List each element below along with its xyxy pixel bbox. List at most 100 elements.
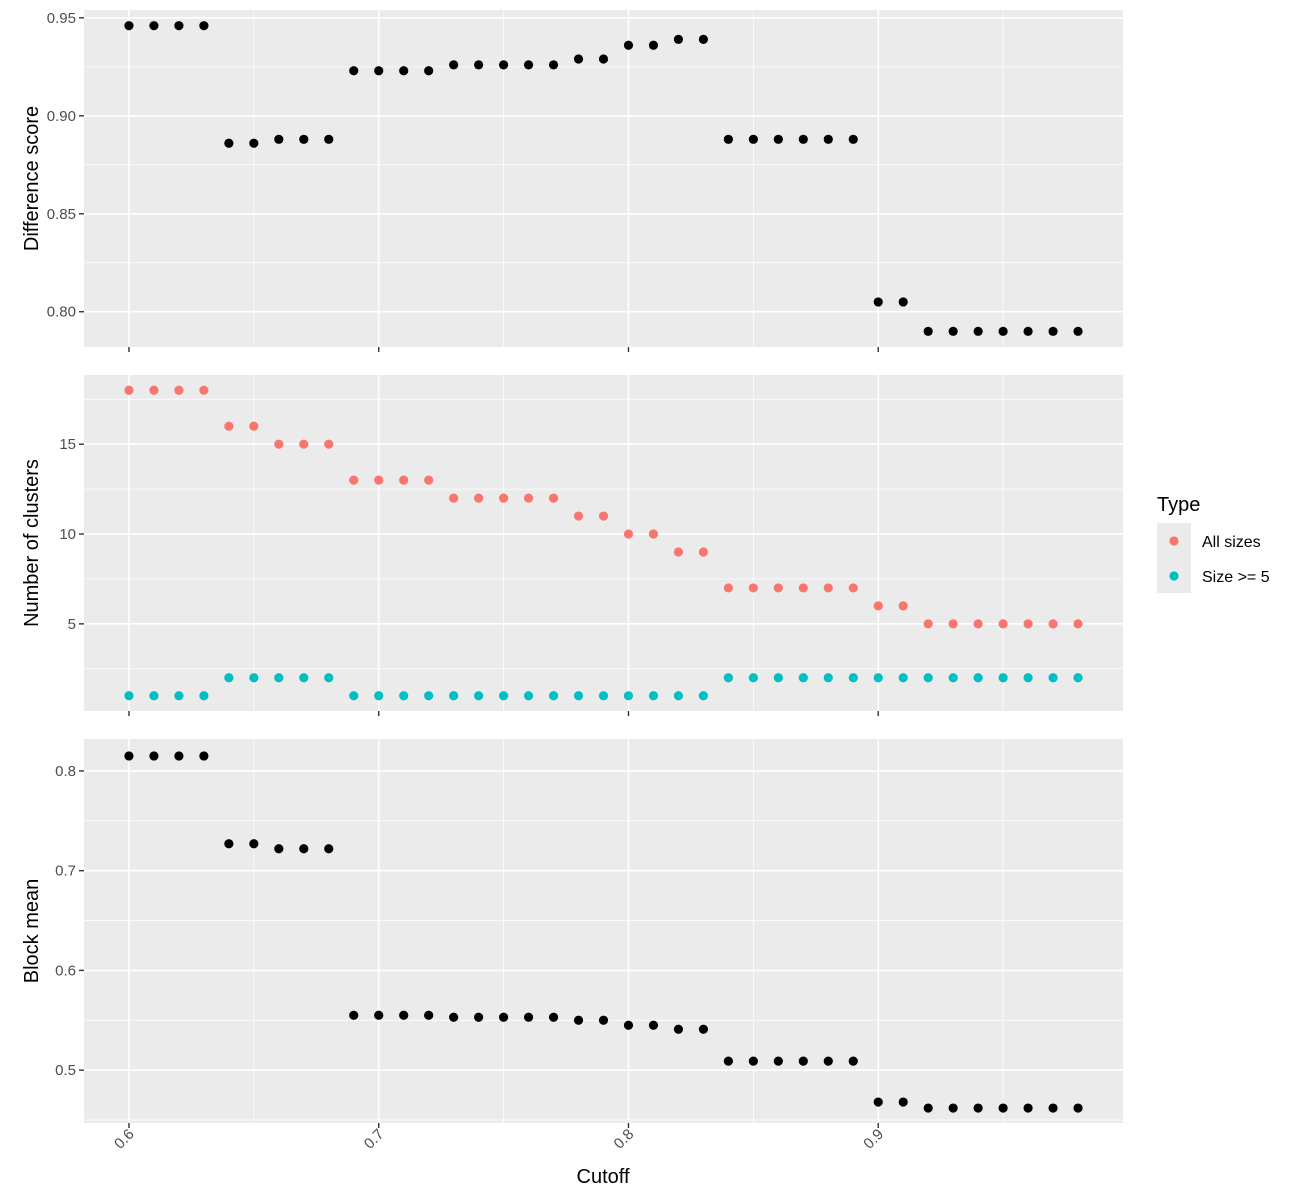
data-point [573,691,584,701]
series-size-5 [124,673,1083,701]
data-point [274,134,284,144]
data-point [848,134,858,144]
data-point [523,691,534,701]
data-point [823,673,833,683]
data-point [149,751,159,761]
x-tick-label: 0.9 [860,1126,887,1153]
data-point [1023,619,1033,629]
data-point [299,844,309,854]
data-point [898,601,908,611]
data-point [648,529,659,539]
data-point [1048,1103,1058,1113]
data-point [973,1103,983,1113]
data-point [948,326,958,336]
data-point [1048,673,1058,683]
data-point [199,691,209,701]
y-tick-label: 0.85 [47,206,76,223]
legend-title: Type [1157,494,1200,516]
data-point [374,1010,384,1020]
data-point [424,1010,434,1020]
data-point [848,583,858,593]
data-point [548,1012,559,1022]
series-0 [124,21,1083,336]
data-point [723,583,733,593]
data-point [149,691,159,701]
data-point [349,66,359,76]
data-point [923,326,933,336]
panel-top: 0.80 0.85 0.90 0.95 Difference score [21,10,1123,352]
data-point [149,385,159,395]
data-point [973,619,983,629]
data-point [399,66,409,76]
data-point [449,1012,459,1022]
x-axis-title: Cutoff [577,1166,630,1188]
data-point [898,673,908,683]
data-point [848,673,858,683]
data-point [498,60,509,70]
data-point [898,297,908,307]
y-tick-label: 10 [59,526,76,543]
data-point [1048,326,1058,336]
data-point [548,60,559,70]
data-point [973,326,983,336]
data-point [374,475,384,485]
data-point [474,60,484,70]
data-point [249,673,259,683]
data-point [174,385,184,395]
data-point [898,1097,908,1107]
data-point [474,493,484,503]
data-point [748,583,758,593]
series-all-sizes [124,385,1083,629]
data-point [249,421,259,431]
legend-item-label: Size >= 5 [1202,569,1270,586]
data-point [673,1024,684,1034]
data-point [873,601,883,611]
data-point [124,751,134,761]
data-point [998,673,1008,683]
panel-bottom: 0.5 0.6 0.7 0.8 Block mean 0.6 0.7 0.8 0.9 [21,739,1123,1153]
data-point [698,34,709,44]
data-point [998,1103,1008,1113]
data-point [498,493,509,503]
data-point [249,138,259,148]
data-point [324,673,334,683]
y-tick-label: 0.90 [47,108,76,125]
data-point [923,673,933,683]
data-point [623,529,634,539]
data-point [673,691,684,701]
y-tick-label: 0.95 [47,10,76,27]
data-point [224,839,234,849]
data-point [723,673,733,683]
data-point [1023,326,1033,336]
data-point [399,1010,409,1020]
data-point [174,751,184,761]
data-point [948,619,958,629]
data-point [424,475,434,485]
data-point [873,1097,883,1107]
data-point [823,583,833,593]
data-point [124,691,134,701]
legend-key-marker [1169,536,1179,546]
data-point [324,844,334,854]
data-point [548,493,559,503]
data-point [748,673,758,683]
data-point [648,1020,659,1030]
data-point [648,691,659,701]
x-tick-label: 0.8 [611,1126,638,1153]
data-point [873,297,883,307]
chart-panels: 0.80 0.85 0.90 0.95 Difference score 5 10 15 Num… [21,10,1123,1153]
data-point [349,475,359,485]
data-point [948,1103,958,1113]
data-point [673,547,684,557]
data-point [424,66,434,76]
data-point [998,326,1008,336]
data-point [1023,673,1033,683]
data-point [324,439,334,449]
data-point [1073,673,1083,683]
data-point [923,619,933,629]
data-point [1048,619,1058,629]
data-point [723,134,733,144]
data-point [798,1056,808,1066]
data-point [449,60,459,70]
data-point [823,134,833,144]
